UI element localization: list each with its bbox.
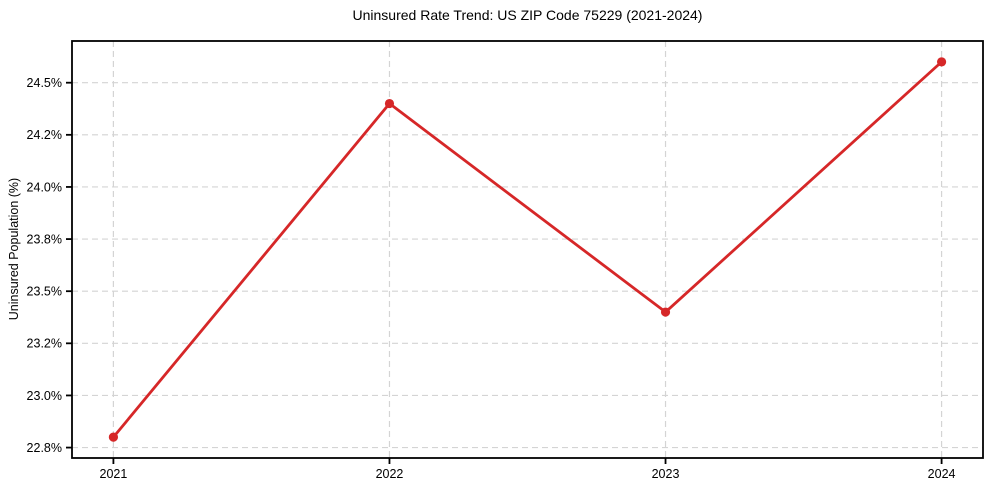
x-tick-label: 2021 <box>100 467 128 481</box>
data-point <box>384 98 395 109</box>
plot-border <box>71 40 984 459</box>
data-point <box>660 307 671 317</box>
trend-line <box>112 60 943 439</box>
y-tick-label: 23.0% <box>27 389 62 403</box>
y-tick-label: 23.5% <box>27 285 62 299</box>
y-tick-label: 22.8% <box>27 441 62 455</box>
data-point <box>108 432 119 442</box>
x-tick-label: 2024 <box>928 467 956 481</box>
y-tick-label: 23.2% <box>27 337 62 351</box>
x-tick-label: 2022 <box>376 467 404 481</box>
y-tick-label: 24.5% <box>27 76 62 90</box>
data-point <box>936 57 947 67</box>
y-tick-label: 23.8% <box>27 232 62 246</box>
x-tick-label: 2023 <box>652 467 680 481</box>
y-tick-label: 24.0% <box>27 180 62 194</box>
y-axis-label: Uninsured Population (%) <box>7 177 21 321</box>
chart-title: Uninsured Rate Trend: US ZIP Code 75229 … <box>352 7 703 23</box>
y-tick-label: 24.2% <box>27 128 62 142</box>
